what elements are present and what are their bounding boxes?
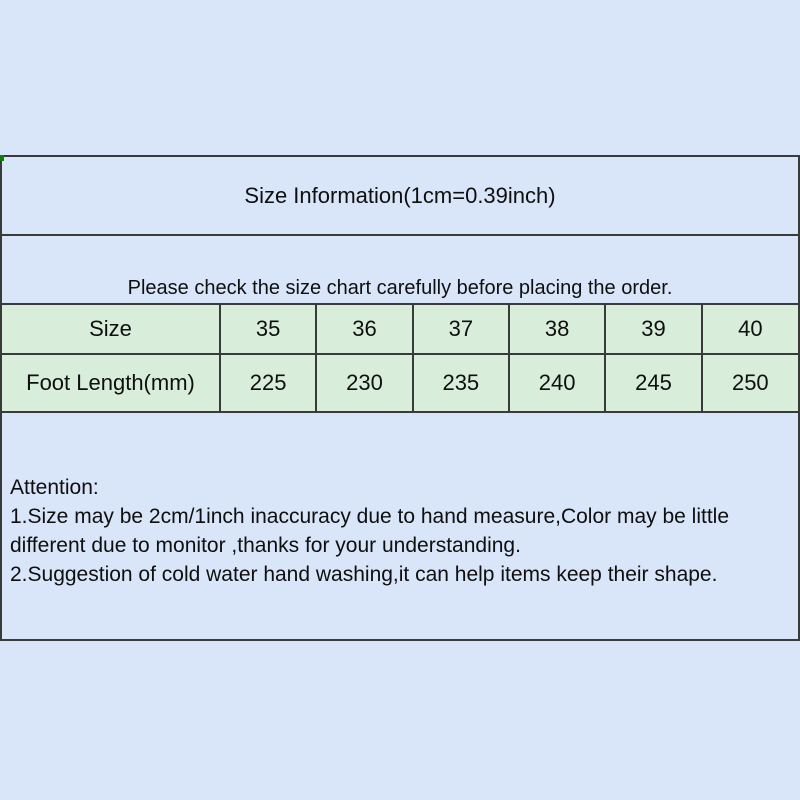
foot-length-value-cell: 230 [315,353,414,413]
size-value-cell: 36 [315,303,414,355]
foot-length-value-cell: 225 [218,353,318,413]
size-value-cell: 40 [700,303,798,355]
attention-line: 2.Suggestion of cold water hand washing,… [10,563,718,586]
foot-length-value-cell: 245 [604,353,703,413]
size-value-cell: 39 [604,303,703,355]
foot-length-row-label: Foot Length(mm) [2,353,221,413]
page-title: Size Information(1cm=0.39inch) [244,182,556,208]
foot-length-value-cell: 235 [411,353,510,413]
notice-row: Please check the size chart carefully be… [2,236,798,303]
attention-line: 1.Size may be 2cm/1inch inaccuracy due t… [10,505,730,528]
size-info-panel: Size Information(1cm=0.39inch) Please ch… [0,155,800,641]
size-row-label: Size [2,303,221,355]
table-row-size: Size 35 36 37 38 39 40 [2,303,798,355]
size-table: Size 35 36 37 38 39 40 Foot Length(mm) 2… [2,303,798,413]
title-row: Size Information(1cm=0.39inch) [2,157,798,236]
attention-section: Attention: 1.Size may be 2cm/1inch inacc… [2,413,798,639]
size-value-cell: 35 [218,303,318,355]
attention-heading: Attention: [10,476,99,499]
notice-text: Please check the size chart carefully be… [127,277,673,299]
size-value-cell: 37 [411,303,510,355]
attention-line: different due to monitor ,thanks for you… [10,534,521,557]
table-row-foot-length: Foot Length(mm) 225 230 235 240 245 250 [2,353,798,413]
foot-length-value-cell: 250 [700,353,798,413]
foot-length-value-cell: 240 [507,353,607,413]
corner-artifact [0,155,4,161]
size-value-cell: 38 [507,303,607,355]
